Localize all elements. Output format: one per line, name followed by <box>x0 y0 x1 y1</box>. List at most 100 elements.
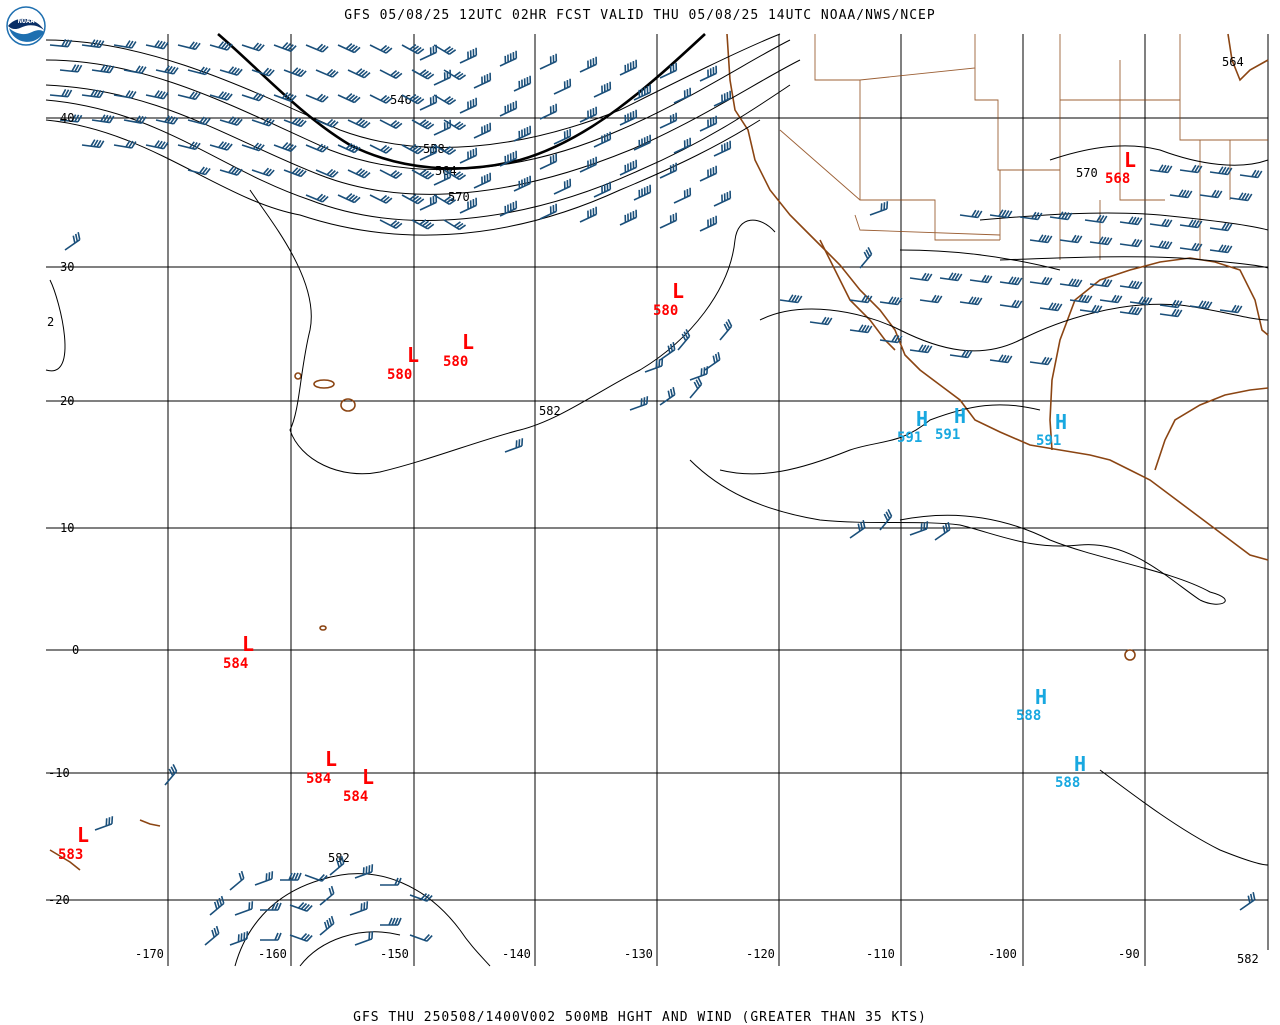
wind-barb <box>380 877 402 886</box>
wind-barb <box>699 65 718 82</box>
lat-label: 0 <box>72 643 79 657</box>
lon-label: -170 <box>135 947 164 961</box>
wind-barb <box>443 69 467 81</box>
low-center: L 580 <box>387 343 419 383</box>
lat-label: 10 <box>60 521 74 535</box>
contour-label: 564 <box>1222 55 1244 69</box>
wind-barb <box>354 931 374 946</box>
wind-barb <box>1119 306 1143 316</box>
high-center: H 591 <box>897 407 928 446</box>
center-value: 591 <box>897 430 922 446</box>
wind-barb <box>401 94 425 105</box>
wind-barb <box>411 169 435 180</box>
center-letter: L <box>407 343 419 367</box>
wind-barb <box>155 115 179 125</box>
wind-barb <box>219 116 243 126</box>
wind-barb <box>459 197 478 214</box>
wind-barb <box>347 118 371 129</box>
wind-barb <box>879 334 903 344</box>
wind-barb <box>273 92 297 102</box>
wind-barb <box>401 44 425 55</box>
wind-barb <box>260 932 282 941</box>
wind-barb <box>91 114 115 124</box>
contour-label: 570 <box>448 190 470 204</box>
wind-barb <box>329 855 345 876</box>
lat-label: 40 <box>60 111 74 125</box>
contour-label: 582 <box>539 404 561 418</box>
wind-barb <box>187 116 211 126</box>
wind-barb <box>187 166 211 176</box>
wind-barb <box>379 219 403 229</box>
wind-barb <box>433 169 452 186</box>
lon-label: -90 <box>1118 947 1140 961</box>
wind-barb <box>909 272 933 282</box>
wind-barb <box>337 43 361 54</box>
wind-barb <box>659 112 678 129</box>
wind-barb <box>209 91 233 101</box>
center-letter: H <box>954 404 966 428</box>
wind-barb <box>443 219 467 231</box>
wind-barb <box>513 175 532 192</box>
wind-barb <box>553 128 572 145</box>
wind-barb <box>504 438 524 453</box>
wind-barb <box>969 274 993 284</box>
wind-barb <box>673 137 692 154</box>
wind-barb <box>1179 164 1203 174</box>
wind-barb <box>633 84 652 101</box>
wind-barb <box>699 165 718 182</box>
center-value: 591 <box>935 427 960 443</box>
contour-564-bold <box>217 33 706 170</box>
lat-label: -20 <box>48 893 70 907</box>
wind-barb <box>593 131 612 148</box>
wind-barb <box>401 144 425 155</box>
coastline <box>49 33 1269 871</box>
center-value: 580 <box>443 354 468 370</box>
wind-barb <box>145 40 169 50</box>
wind-barb <box>619 59 638 76</box>
wind-barb <box>419 144 438 161</box>
wind-barb <box>91 64 115 74</box>
wind-barb <box>64 232 81 251</box>
wind-barb <box>539 103 558 120</box>
wind-barb <box>473 172 492 189</box>
wind-barb <box>1099 294 1123 304</box>
wind-barb <box>1029 356 1053 366</box>
lat-label: 30 <box>60 260 74 274</box>
wind-barb <box>619 159 638 176</box>
wind-barb <box>411 69 435 80</box>
wind-barb <box>659 62 678 79</box>
center-value: 584 <box>223 656 248 672</box>
wind-barb <box>713 90 732 107</box>
wind-barbs <box>49 39 1263 946</box>
center-value: 588 <box>1016 708 1041 724</box>
high-center: H 591 <box>935 404 966 443</box>
wind-barb <box>1209 222 1233 232</box>
wind-barb <box>349 901 369 916</box>
wind-barb <box>1119 216 1143 226</box>
wind-barb <box>369 44 393 54</box>
center-letter: L <box>362 765 374 789</box>
wind-barb <box>1209 244 1233 254</box>
wind-barb <box>59 64 83 73</box>
wind-barb <box>49 39 73 48</box>
wind-barb <box>241 142 265 152</box>
wind-barb <box>219 166 243 176</box>
wind-barb <box>499 100 518 117</box>
wind-barb <box>633 184 652 201</box>
wind-barb <box>433 94 457 105</box>
lon-label: -110 <box>866 947 895 961</box>
center-letter: L <box>325 747 337 771</box>
wind-barb <box>1119 238 1143 248</box>
wind-barb <box>337 143 361 154</box>
wind-barb <box>337 93 361 104</box>
wind-barb <box>305 93 329 103</box>
wind-barb <box>1159 308 1183 318</box>
wind-barb <box>619 209 638 226</box>
center-value: 588 <box>1055 775 1080 791</box>
wind-barb <box>319 915 335 936</box>
svg-text:NOAA: NOAA <box>18 17 36 25</box>
wind-barb <box>419 194 438 211</box>
wind-barb <box>155 65 179 75</box>
wind-barb <box>94 816 114 831</box>
wind-barb <box>187 66 211 76</box>
